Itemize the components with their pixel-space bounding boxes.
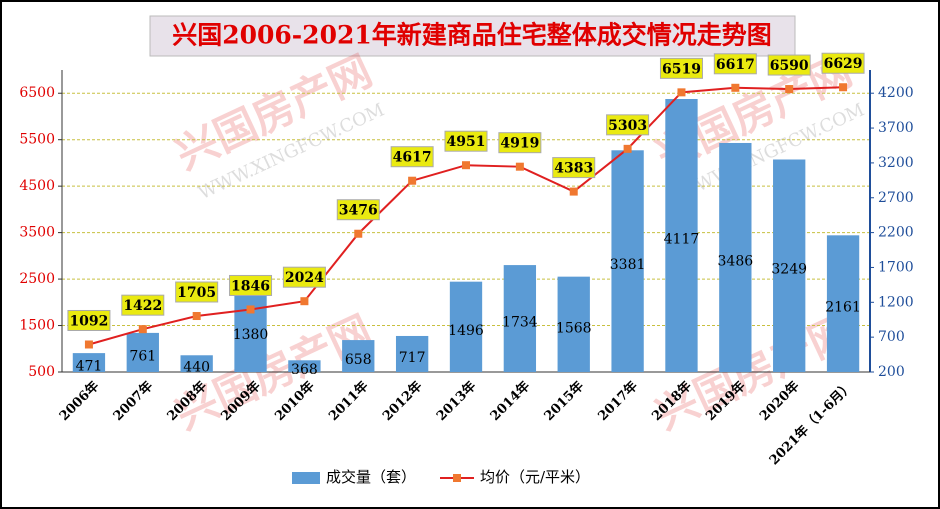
y2-tick-label: 1700 <box>878 259 914 275</box>
bar <box>611 150 644 372</box>
label-box <box>767 54 811 76</box>
bar-label: 761 <box>129 348 156 364</box>
line-label: 4919 <box>500 136 539 152</box>
legend-swatch <box>453 474 461 482</box>
marker <box>84 340 93 349</box>
y2-tick-label: 1200 <box>878 294 914 310</box>
line-label: 5303 <box>608 118 647 134</box>
label-box <box>821 52 865 74</box>
line-label: 6617 <box>716 57 755 73</box>
chart-title: 兴国2006-2021年新建商品住宅整体成交情况走势图 <box>172 21 772 50</box>
legend-swatch <box>292 472 320 484</box>
y-tick-label: 2500 <box>19 271 55 287</box>
label-box <box>229 274 273 296</box>
title-box <box>149 15 796 57</box>
bar-label: 4117 <box>664 231 700 247</box>
marker <box>677 88 686 97</box>
label-box <box>336 199 380 221</box>
marker <box>354 229 363 238</box>
label-box <box>444 130 488 152</box>
label-box <box>713 53 757 75</box>
marker <box>462 161 470 170</box>
y-tick-label: 6500 <box>19 85 55 101</box>
line-label: 4383 <box>554 161 593 177</box>
bar <box>665 98 698 372</box>
label-box <box>498 132 542 154</box>
legend-label: 均价（元/平米） <box>480 468 590 486</box>
bar <box>449 281 483 372</box>
bar-label: 3249 <box>771 262 807 278</box>
marker <box>785 85 794 94</box>
bar-label: 1734 <box>502 315 538 331</box>
line-label: 2024 <box>285 270 324 286</box>
bar <box>288 360 321 372</box>
bar-label: 368 <box>291 362 318 378</box>
label-box <box>175 281 219 303</box>
bar <box>342 340 375 372</box>
legend-label: 成交量（套） <box>326 468 416 486</box>
y2-tick-label: 3700 <box>878 120 914 136</box>
marker <box>569 187 578 196</box>
line-label: 1092 <box>69 313 108 329</box>
line-label: 4951 <box>447 134 486 150</box>
bar-label: 1380 <box>233 327 269 343</box>
y2-tick-label: 4200 <box>878 85 914 101</box>
y2-tick-label: 200 <box>878 364 905 380</box>
marker <box>300 297 309 306</box>
y2-tick-label: 2700 <box>878 190 914 206</box>
marker <box>408 176 417 185</box>
label-box <box>552 157 596 179</box>
line-label: 1422 <box>123 298 162 314</box>
line-label: 3476 <box>339 203 378 219</box>
label-box <box>67 309 111 331</box>
line-label: 6519 <box>662 61 701 77</box>
line-label: 6629 <box>824 56 863 72</box>
bar-label: 1496 <box>448 323 484 339</box>
bar <box>719 142 752 372</box>
line-label: 6590 <box>770 58 809 74</box>
line-label: 1705 <box>177 285 216 301</box>
bar <box>826 235 860 372</box>
marker <box>138 325 147 334</box>
line-label: 4617 <box>393 150 432 166</box>
y-tick-label: 500 <box>28 364 55 380</box>
bar <box>180 355 213 372</box>
marker <box>246 305 255 314</box>
marker <box>839 83 848 92</box>
bar-label: 440 <box>183 360 210 376</box>
bar-label: 471 <box>76 359 103 375</box>
marker <box>515 162 524 171</box>
bar-label: 3381 <box>610 257 646 273</box>
bar <box>773 159 806 372</box>
marker <box>192 312 201 321</box>
bar-label: 717 <box>399 350 426 366</box>
bar <box>72 353 106 372</box>
y-tick-label: 4500 <box>19 178 55 194</box>
y-tick-label: 3500 <box>19 225 55 241</box>
bar <box>234 289 267 372</box>
y2-tick-label: 3200 <box>878 155 914 171</box>
y2-tick-label: 2200 <box>878 225 914 241</box>
bar-label: 3486 <box>718 253 754 269</box>
bar <box>395 335 429 372</box>
y2-tick-label: 700 <box>878 329 905 345</box>
marker <box>731 83 740 92</box>
bar-label: 658 <box>345 352 372 368</box>
y-tick-label: 5500 <box>19 132 55 148</box>
bar <box>126 332 159 372</box>
label-box <box>121 294 165 316</box>
bar-label: 2161 <box>825 300 861 316</box>
label-box <box>659 57 703 79</box>
bar <box>557 276 590 372</box>
y-tick-label: 1500 <box>19 318 55 334</box>
label-box <box>282 266 326 288</box>
marker <box>623 144 632 153</box>
bar <box>503 265 537 372</box>
label-box <box>606 114 650 136</box>
bar-label: 1568 <box>556 320 592 336</box>
label-box <box>390 146 434 168</box>
line-label: 1846 <box>231 278 270 294</box>
